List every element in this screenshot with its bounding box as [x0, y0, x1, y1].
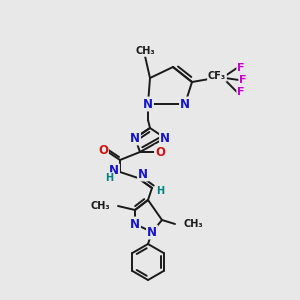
Text: H: H	[105, 173, 113, 183]
Text: N: N	[160, 131, 170, 145]
Text: CH₃: CH₃	[183, 219, 203, 229]
Text: CF₃: CF₃	[208, 71, 226, 81]
Text: N: N	[109, 164, 119, 178]
Text: F: F	[239, 75, 247, 85]
Text: N: N	[130, 218, 140, 230]
Text: N: N	[130, 131, 140, 145]
Text: F: F	[237, 87, 245, 97]
Text: N: N	[143, 98, 153, 110]
Text: H: H	[156, 186, 164, 196]
Text: CH₃: CH₃	[90, 201, 110, 211]
Text: O: O	[98, 143, 108, 157]
Text: N: N	[147, 226, 157, 238]
Text: F: F	[237, 63, 245, 73]
Text: N: N	[180, 98, 190, 110]
Text: O: O	[155, 146, 165, 158]
Text: N: N	[138, 167, 148, 181]
Text: CH₃: CH₃	[135, 46, 155, 56]
